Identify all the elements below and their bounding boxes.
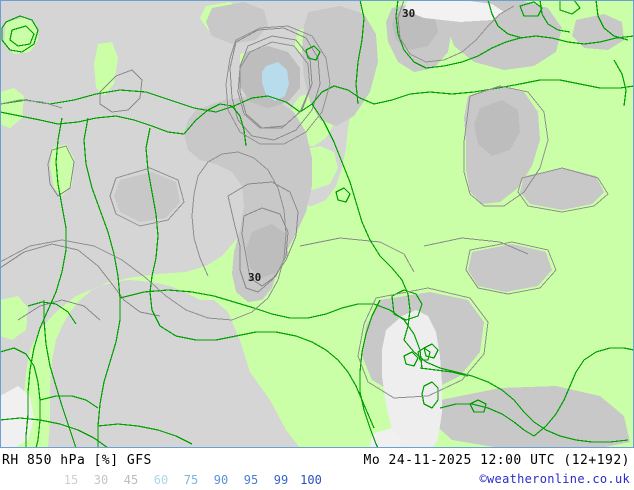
scale-tick-30[interactable]: 30 [93,473,109,487]
weather-map-canvas[interactable]: 30 30 [0,0,634,448]
scale-tick-99[interactable]: 99 [273,473,289,487]
map-vector-layer [0,0,634,448]
contour-line-layer [0,0,609,399]
parameter-title: RH 850 hPa [%] GFS [2,453,152,468]
country-border-layer [0,0,634,448]
scale-tick-60[interactable]: 60 [153,473,169,487]
scale-tick-95[interactable]: 95 [243,473,259,487]
contour-label-30-north: 30 [402,7,416,20]
color-scale-legend[interactable]: 15 30 45 60 75 90 95 99 100 [56,473,326,487]
scale-tick-100[interactable]: 100 [300,473,322,487]
scale-tick-75[interactable]: 75 [183,473,199,487]
scale-tick-90[interactable]: 90 [213,473,229,487]
rh-blue-layer [262,62,289,101]
copyright-link[interactable]: ©weatheronline.co.uk [479,472,630,486]
scale-tick-15[interactable]: 15 [63,473,79,487]
map-footer: RH 850 hPa [%] GFS Mo 24-11-2025 12:00 U… [0,448,634,490]
scale-tick-45[interactable]: 45 [123,473,139,487]
valid-time-label: Mo 24-11-2025 12:00 UTC (12+192) [363,453,630,468]
contour-label-30-central: 30 [248,271,262,284]
water-and-white-layer [0,0,504,448]
